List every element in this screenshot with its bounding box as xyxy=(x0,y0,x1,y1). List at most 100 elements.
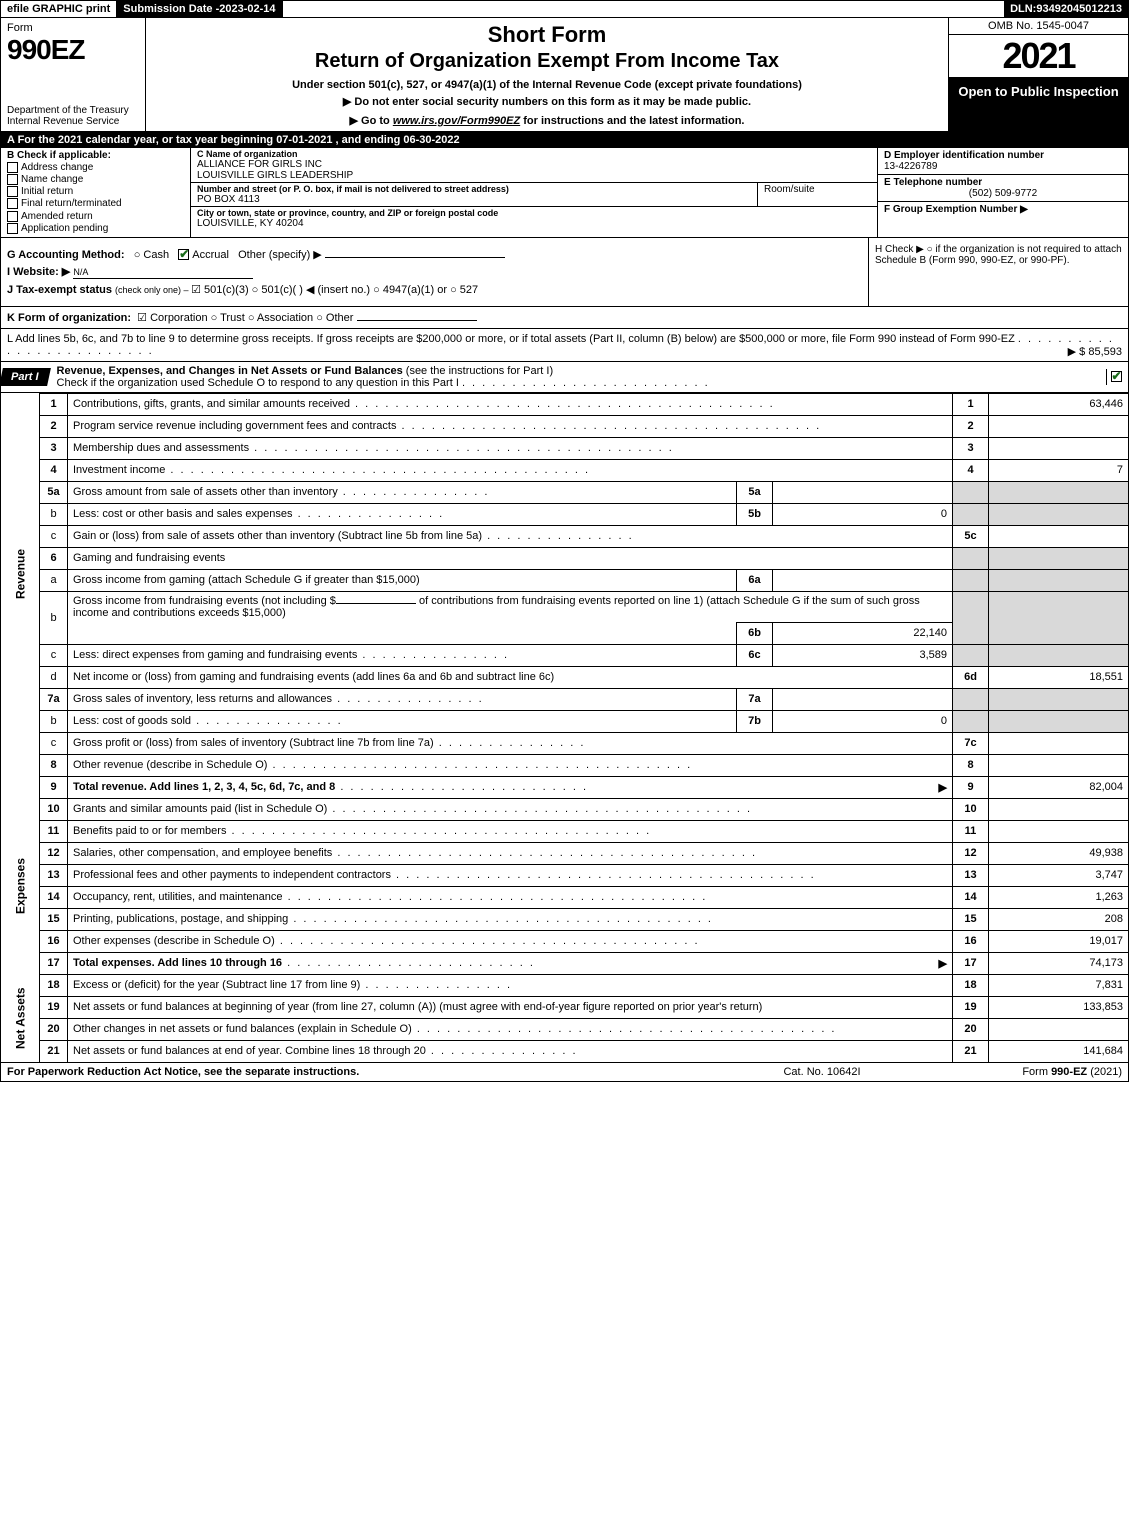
part-1-title-bold: Revenue, Expenses, and Changes in Net As… xyxy=(57,365,406,377)
k-options[interactable]: ☑ Corporation ○ Trust ○ Association ○ Ot… xyxy=(137,312,353,324)
line-6d-val: 18,551 xyxy=(989,666,1129,688)
open-to-public: Open to Public Inspection xyxy=(948,78,1128,131)
line-13-box: 13 xyxy=(953,864,989,886)
line-13-desc: Professional fees and other payments to … xyxy=(68,864,953,886)
row-g: G Accounting Method: Cash Accrual Other … xyxy=(7,248,862,261)
j-options[interactable]: ☑ 501(c)(3) ○ 501(c)( ) ◀ (insert no.) ○… xyxy=(191,284,478,296)
line-19-box: 19 xyxy=(953,996,989,1018)
efile-label[interactable]: efile GRAPHIC print xyxy=(1,1,117,17)
g-other-input[interactable] xyxy=(325,257,505,258)
chk-application-pending[interactable]: Application pending xyxy=(7,223,184,234)
part-1-title: Revenue, Expenses, and Changes in Net As… xyxy=(57,362,1106,392)
dln-label: DLN: xyxy=(1010,3,1036,15)
line-15-val: 208 xyxy=(989,908,1129,930)
line-11-val xyxy=(989,820,1129,842)
line-5b-grey xyxy=(953,503,989,525)
section-c: C Name of organization ALLIANCE FOR GIRL… xyxy=(191,148,878,237)
line-14-num: 14 xyxy=(40,886,68,908)
row-a-tax-year: A For the 2021 calendar year, or tax yea… xyxy=(0,132,1129,148)
line-12-desc: Salaries, other compensation, and employ… xyxy=(68,842,953,864)
ein-box: D Employer identification number 13-4226… xyxy=(878,148,1128,175)
line-10-val xyxy=(989,798,1129,820)
instructions-link[interactable]: www.irs.gov/Form990EZ xyxy=(393,115,520,127)
ein-label: D Employer identification number xyxy=(884,150,1122,161)
line-5a-desc: Gross amount from sale of assets other t… xyxy=(68,481,737,503)
chk-address-change[interactable]: Address change xyxy=(7,162,184,173)
line-17-val: 74,173 xyxy=(989,952,1129,974)
g-other[interactable]: Other (specify) ▶ xyxy=(238,249,322,261)
line-7a-greyval xyxy=(989,688,1129,710)
department-label: Department of the Treasury Internal Reve… xyxy=(7,105,139,127)
line-6c-desc: Less: direct expenses from gaming and fu… xyxy=(68,644,737,666)
l-text: L Add lines 5b, 6c, and 7b to line 9 to … xyxy=(7,333,1015,345)
line-6a-desc: Gross income from gaming (attach Schedul… xyxy=(68,569,737,591)
org-name-box: C Name of organization ALLIANCE FOR GIRL… xyxy=(191,148,877,183)
line-4-box: 4 xyxy=(953,459,989,481)
go-to-line: ▶ Go to www.irs.gov/Form990EZ for instru… xyxy=(350,114,745,127)
telephone-box: E Telephone number (502) 509-9772 xyxy=(878,175,1128,202)
line-10-desc: Grants and similar amounts paid (list in… xyxy=(68,798,953,820)
line-18-box: 18 xyxy=(953,974,989,996)
line-6a-ival xyxy=(773,569,953,591)
line-7a-in: 7a xyxy=(737,688,773,710)
line-7a-grey xyxy=(953,688,989,710)
city-value: LOUISVILLE, KY 40204 xyxy=(197,218,871,229)
chk-amended-return[interactable]: Amended return xyxy=(7,211,184,222)
line-10-box: 10 xyxy=(953,798,989,820)
line-5b-in: 5b xyxy=(737,503,773,525)
chk-final-return[interactable]: Final return/terminated xyxy=(7,198,184,209)
k-other-input[interactable] xyxy=(357,320,477,321)
line-6b-in: 6b xyxy=(737,622,773,644)
line-15-box: 15 xyxy=(953,908,989,930)
line-19-num: 19 xyxy=(40,996,68,1018)
g-cash[interactable]: Cash xyxy=(134,249,169,261)
line-8-val xyxy=(989,754,1129,776)
room-suite-box: Room/suite xyxy=(757,183,877,206)
line-20-box: 20 xyxy=(953,1018,989,1040)
chk-label: Initial return xyxy=(21,186,73,197)
row-h: H Check ▶ ○ if the organization is not r… xyxy=(868,238,1128,306)
line-16-desc: Other expenses (describe in Schedule O) xyxy=(68,930,953,952)
line-8-desc: Other revenue (describe in Schedule O) xyxy=(68,754,953,776)
line-15-desc: Printing, publications, postage, and shi… xyxy=(68,908,953,930)
telephone-label: E Telephone number xyxy=(884,177,1122,188)
line-20-desc: Other changes in net assets or fund bala… xyxy=(68,1018,953,1040)
line-20-num: 20 xyxy=(40,1018,68,1040)
street-label: Number and street (or P. O. box, if mail… xyxy=(197,184,751,194)
title-box: Short Form Return of Organization Exempt… xyxy=(146,18,948,131)
k-label: K Form of organization: xyxy=(7,312,131,324)
line-7b-desc: Less: cost of goods sold xyxy=(68,710,737,732)
g-accrual[interactable]: Accrual xyxy=(178,249,229,261)
line-12-num: 12 xyxy=(40,842,68,864)
line-6c-greyval xyxy=(989,644,1129,666)
chk-label: Application pending xyxy=(21,223,108,234)
chk-initial-return[interactable]: Initial return xyxy=(7,186,184,197)
org-name-label: C Name of organization xyxy=(197,149,871,159)
line-9-num: 9 xyxy=(40,776,68,798)
tax-year: 2021 xyxy=(948,35,1128,78)
line-5a-ival xyxy=(773,481,953,503)
line-1-val: 63,446 xyxy=(989,393,1129,415)
line-6b-num: b xyxy=(40,591,68,644)
side-label-netassets: Net Assets xyxy=(1,974,40,1062)
line-5a-num: 5a xyxy=(40,481,68,503)
line-12-box: 12 xyxy=(953,842,989,864)
line-5b-ival: 0 xyxy=(773,503,953,525)
footer-catalog: Cat. No. 10642I xyxy=(722,1066,922,1078)
group-exemption-label: F Group Exemption Number ▶ xyxy=(884,204,1028,215)
line-5b-desc: Less: cost or other basis and sales expe… xyxy=(68,503,737,525)
org-name-2: LOUISVILLE GIRLS LEADERSHIP xyxy=(197,170,871,181)
line-7b-in: 7b xyxy=(737,710,773,732)
line-8-num: 8 xyxy=(40,754,68,776)
row-l: L Add lines 5b, 6c, and 7b to line 9 to … xyxy=(0,329,1129,362)
part-1-checkbox[interactable] xyxy=(1106,369,1128,385)
line-21-desc: Net assets or fund balances at end of ye… xyxy=(68,1040,953,1062)
line-6-greyval xyxy=(989,547,1129,569)
line-7a-num: 7a xyxy=(40,688,68,710)
chk-name-change[interactable]: Name change xyxy=(7,174,184,185)
line-16-val: 19,017 xyxy=(989,930,1129,952)
line-2-num: 2 xyxy=(40,415,68,437)
line-16-box: 16 xyxy=(953,930,989,952)
line-7b-greyval xyxy=(989,710,1129,732)
line-6-desc: Gaming and fundraising events xyxy=(68,547,953,569)
